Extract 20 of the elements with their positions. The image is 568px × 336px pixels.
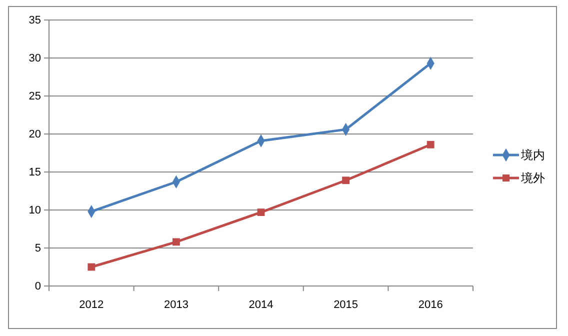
y-tick-label: 20 (28, 128, 41, 141)
x-tick-label: 2014 (248, 298, 274, 311)
x-tick-label: 2012 (79, 298, 104, 311)
point (172, 238, 180, 246)
legend-label: 境内 (520, 148, 545, 162)
y-tick-label: 15 (28, 166, 41, 179)
point (342, 176, 350, 184)
legend-label: 境外 (520, 171, 545, 186)
y-tick-label: 25 (28, 90, 41, 103)
y-tick-label: 30 (28, 52, 41, 65)
y-tick-label: 5 (34, 242, 41, 255)
y-tick-label: 10 (28, 204, 41, 217)
x-tick-label: 2013 (164, 298, 188, 311)
x-tick-label: 2015 (334, 298, 358, 311)
y-tick-label: 35 (28, 14, 41, 27)
point (257, 208, 265, 216)
point (88, 263, 96, 271)
point (426, 140, 434, 148)
y-tick-label: 0 (34, 280, 41, 293)
x-tick-label: 2016 (418, 298, 443, 311)
